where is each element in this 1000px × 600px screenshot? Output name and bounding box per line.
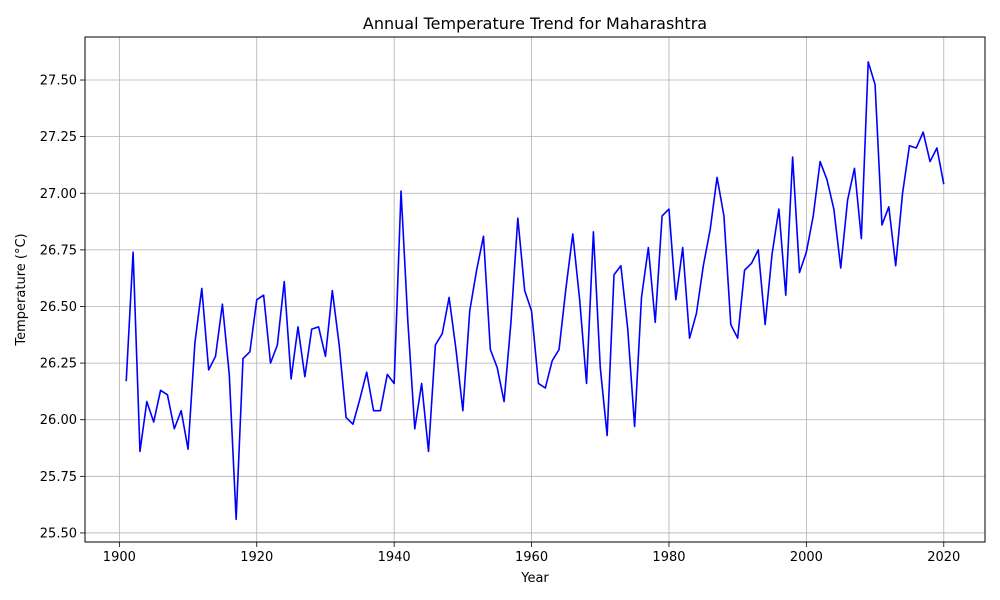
plot-background [85,37,985,542]
x-tick-label: 1920 [240,550,273,565]
y-tick-label: 27.00 [40,187,77,202]
grid-lines [85,37,985,542]
axis-ticks: 1900 1920 1940 1960 1980 2000 2020 25.50 25.75 26… [40,74,961,565]
x-tick-label: 1940 [378,550,411,565]
series-layer [125,61,945,521]
x-tick-label: 1900 [103,550,136,565]
x-axis-title: Year [520,571,549,586]
y-tick-label: 25.50 [40,526,77,541]
y-tick-label: 27.50 [40,74,77,89]
y-tick-label: 27.25 [40,130,77,145]
y-axis-title: Temperature (°C) [14,233,29,346]
y-tick-label: 26.50 [40,300,77,315]
y-tick-label: 26.75 [40,243,77,258]
chart-title: Annual Temperature Trend for Maharashtra [363,14,707,33]
x-tick-label: 2020 [927,550,960,565]
x-tick-label: 1960 [515,550,548,565]
y-tick-label: 26.25 [40,357,77,372]
temperature-series-line [125,61,945,521]
x-tick-label: 2000 [790,550,823,565]
x-tick-label: 1980 [652,550,685,565]
y-tick-label: 25.75 [40,470,77,485]
y-tick-label: 26.00 [40,413,77,428]
plot-frame [84,36,986,543]
